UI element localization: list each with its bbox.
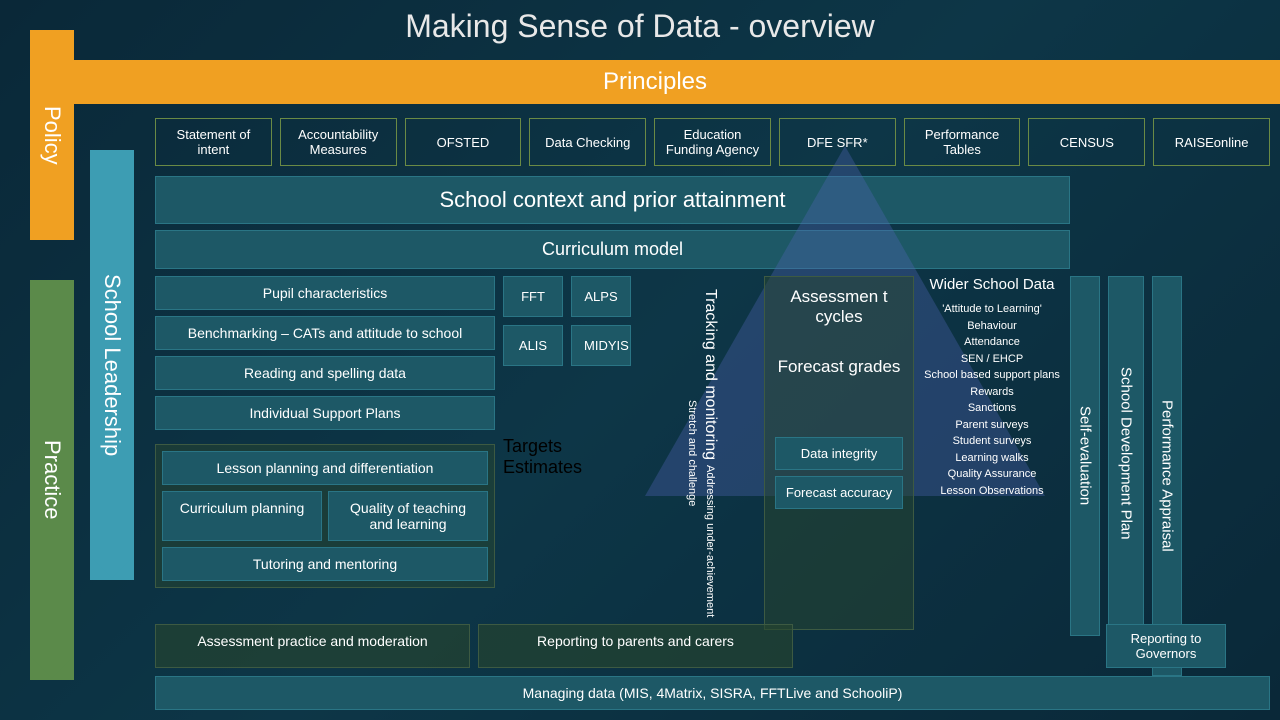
assess-cycles: Assessmen t cycles bbox=[775, 287, 903, 327]
principles-arrow: Principles bbox=[30, 60, 1280, 104]
page-title: Making Sense of Data - overview bbox=[0, 0, 1280, 53]
managing-data-box: Managing data (MIS, 4Matrix, SISRA, FFTL… bbox=[155, 676, 1270, 710]
top-box: Data Checking bbox=[529, 118, 646, 166]
top-box: Performance Tables bbox=[904, 118, 1021, 166]
dev-plan-column: School Development Plan bbox=[1108, 276, 1144, 630]
assess-forecast: Forecast grades bbox=[775, 357, 903, 377]
top-box: Accountability Measures bbox=[280, 118, 397, 166]
tutor-box: Tutoring and mentoring bbox=[162, 547, 488, 581]
left-item: Individual Support Plans bbox=[155, 396, 495, 430]
policy-arrow: Policy bbox=[30, 30, 74, 240]
perf-appraisal-column: Performance Appraisal bbox=[1152, 276, 1182, 676]
lesson-box: Lesson planning and differentiation bbox=[162, 451, 488, 485]
tracking-column: Tracking and monitoring Addressing under… bbox=[646, 276, 756, 630]
accuracy-box: Forecast accuracy bbox=[775, 476, 903, 509]
tool-box: MIDYIS bbox=[571, 325, 631, 366]
wider-list: 'Attitude to Learning' Behaviour Attenda… bbox=[922, 301, 1062, 499]
top-box: DFE SFR* bbox=[779, 118, 896, 166]
assessment-column: Assessmen t cycles Forecast grades Data … bbox=[764, 276, 914, 630]
main-content: School context and prior attainment Curr… bbox=[155, 176, 1270, 710]
top-box: Education Funding Agency bbox=[654, 118, 771, 166]
practice-arrow: Practice bbox=[30, 280, 74, 680]
targets-label: Targets Estimates bbox=[503, 426, 638, 488]
top-boxes-row: Statement of intent Accountability Measu… bbox=[155, 118, 1270, 166]
principles-label: Principles bbox=[603, 68, 707, 96]
top-box: CENSUS bbox=[1028, 118, 1145, 166]
wider-data-column: Wider School Data 'Attitude to Learning'… bbox=[922, 276, 1062, 630]
wider-title: Wider School Data bbox=[922, 276, 1062, 293]
top-box: Statement of intent bbox=[155, 118, 272, 166]
tool-box: FFT bbox=[503, 276, 563, 317]
left-item: Pupil characteristics bbox=[155, 276, 495, 310]
reporting-governors-box: Reporting to Governors bbox=[1106, 624, 1226, 668]
left-item: Benchmarking – CATs and attitude to scho… bbox=[155, 316, 495, 350]
top-box: OFSTED bbox=[405, 118, 522, 166]
self-eval-column: Self-evaluation bbox=[1070, 276, 1100, 636]
left-item: Reading and spelling data bbox=[155, 356, 495, 390]
leadership-arrow: School Leadership bbox=[90, 150, 134, 580]
tool-box: ALPS bbox=[571, 276, 631, 317]
curr-box: Curriculum planning bbox=[162, 491, 322, 541]
quality-box: Quality of teaching and learning bbox=[328, 491, 488, 541]
assess-practice-box: Assessment practice and moderation bbox=[155, 624, 470, 668]
top-box: RAISEonline bbox=[1153, 118, 1270, 166]
tools-column: FFT ALPS ALIS MIDYIS Targets Estimates bbox=[503, 276, 638, 630]
reporting-parents-box: Reporting to parents and carers bbox=[478, 624, 793, 668]
tool-box: ALIS bbox=[503, 325, 563, 366]
context-header: School context and prior attainment bbox=[155, 176, 1070, 224]
tracking-sub1: Addressing under-achievement bbox=[704, 465, 716, 617]
tracking-main: Tracking and monitoring bbox=[702, 289, 719, 460]
curriculum-header: Curriculum model bbox=[155, 230, 1070, 269]
left-column: Pupil characteristics Benchmarking – CAT… bbox=[155, 276, 495, 630]
integrity-box: Data integrity bbox=[775, 437, 903, 470]
tracking-sub2: Stretch and challenge bbox=[686, 400, 698, 506]
bottom-row: Assessment practice and moderation Repor… bbox=[155, 624, 1270, 668]
